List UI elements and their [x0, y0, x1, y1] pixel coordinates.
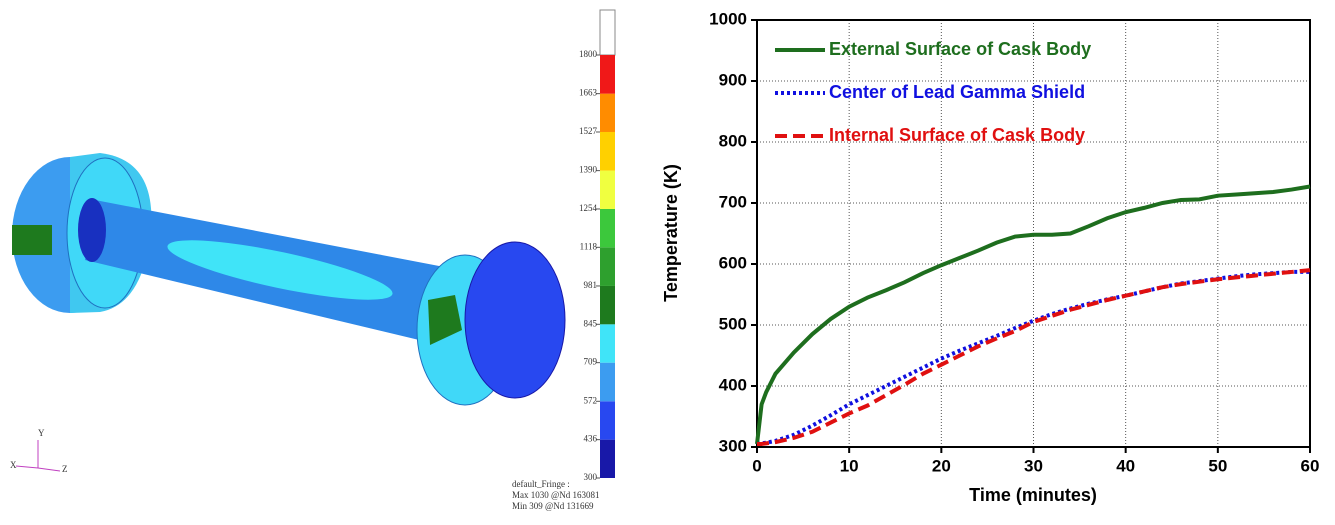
legend-label: Center of Lead Gamma Shield	[829, 82, 1085, 102]
triad-label: X	[10, 460, 17, 470]
colorbar-segment	[600, 171, 615, 209]
colorbar-segment	[600, 209, 615, 247]
legend-label: External Surface of Cask Body	[829, 39, 1091, 59]
colorbar-label: 1254	[579, 203, 598, 213]
colorbar-label: 436	[584, 434, 598, 444]
colorbar-label: 1118	[580, 241, 598, 251]
colorbar-segment	[600, 324, 615, 362]
y-axis-title: Temperature (K)	[661, 164, 681, 302]
fringe-note: default_Fringe :	[512, 479, 570, 489]
y-tick-label: 1000	[709, 9, 747, 28]
y-tick-label: 800	[719, 131, 747, 150]
line-chart: Time (minutes) Temperature (K) 300400500…	[661, 9, 1320, 504]
colorbar: 300 436 572 709 845 981 1118 1254 1390 1527 1663 18…	[579, 49, 615, 482]
figure: X Y Z default_Fringe : Max 1030 @Nd 1630…	[0, 0, 1335, 520]
x-tick-label: 60	[1301, 456, 1320, 475]
triad-axis	[38, 468, 60, 471]
colorbar-segment	[600, 363, 615, 402]
colorbar-segment	[600, 55, 615, 94]
cask-model: X Y Z default_Fringe : Max 1030 @Nd 1630…	[10, 10, 615, 511]
x-axis-title: Time (minutes)	[969, 485, 1097, 505]
colorbar-label: 1800	[579, 49, 598, 59]
colorbar-segment	[600, 132, 615, 171]
colorbar-label: 1527	[579, 126, 598, 136]
colorbar-label: 1663	[579, 88, 598, 98]
y-tick-label: 700	[719, 192, 747, 211]
x-tick-label: 20	[932, 456, 951, 475]
y-tick-label: 300	[719, 436, 747, 455]
fringe-note: Min 309 @Nd 131669	[512, 501, 594, 511]
colorbar-top	[600, 10, 615, 55]
triad-label: Y	[38, 428, 45, 438]
y-tick-label: 600	[719, 253, 747, 272]
colorbar-label: 300	[584, 472, 598, 482]
rod-end	[78, 198, 106, 262]
legend-label: Internal Surface of Cask Body	[829, 125, 1085, 145]
colorbar-segment	[600, 401, 615, 439]
x-tick-label: 30	[1024, 456, 1043, 475]
colorbar-segment	[600, 94, 615, 132]
colorbar-label: 709	[584, 357, 598, 367]
right-disk-face	[465, 242, 565, 398]
colorbar-segment	[600, 247, 615, 286]
hot-spot	[12, 225, 52, 255]
x-tick-label: 0	[752, 456, 761, 475]
triad-label: Z	[62, 464, 68, 474]
triad-axis	[16, 466, 38, 468]
x-tick-label: 40	[1116, 456, 1135, 475]
colorbar-segment	[600, 286, 615, 324]
y-tick-label: 900	[719, 70, 747, 89]
fringe-note: Max 1030 @Nd 163081	[512, 490, 600, 500]
y-tick-label: 400	[719, 375, 747, 394]
y-tick-label: 500	[719, 314, 747, 333]
colorbar-label: 1390	[579, 165, 598, 175]
x-tick-label: 10	[840, 456, 859, 475]
colorbar-label: 572	[584, 395, 598, 405]
colorbar-segment	[600, 440, 615, 478]
colorbar-label: 845	[584, 318, 598, 328]
colorbar-label: 981	[584, 280, 598, 290]
x-tick-label: 50	[1208, 456, 1227, 475]
